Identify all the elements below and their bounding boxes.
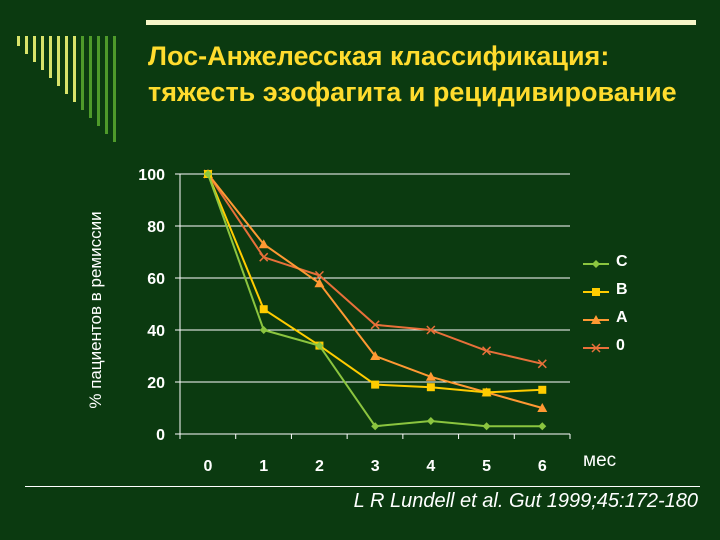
citation: L R Lundell et al. Gut 1999;45:172-180 <box>353 490 698 512</box>
legend-label: B <box>616 281 628 298</box>
x-tick-label: 2 <box>315 458 324 475</box>
comb-bar <box>17 36 20 46</box>
x-tick-label: 0 <box>204 458 213 475</box>
series-a-point <box>425 371 436 381</box>
series-b-point <box>371 380 380 389</box>
y-tick-label: 100 <box>138 167 165 184</box>
comb-bar <box>89 36 92 118</box>
series-c-point <box>259 326 268 334</box>
series-0-point <box>314 270 324 280</box>
series-c-point <box>426 417 435 425</box>
comb-bar <box>81 36 84 110</box>
bottom-divider <box>25 486 700 487</box>
series-0-point <box>426 325 436 335</box>
x-tick-label: 5 <box>482 458 491 475</box>
legend-label: A <box>616 309 628 326</box>
legend-label: C <box>616 253 628 270</box>
series-c-point <box>371 422 380 431</box>
series-0-line <box>207 173 543 365</box>
series-b-point <box>482 388 491 397</box>
x-tick-label: 1 <box>259 458 268 475</box>
x-tick-label: 4 <box>426 458 435 475</box>
comb-bar <box>97 36 100 126</box>
series-b-point <box>426 383 435 392</box>
x-tick-label: 6 <box>538 458 547 475</box>
series-a-point <box>537 403 548 412</box>
comb-bar <box>57 36 60 86</box>
legend-swatch <box>583 343 609 353</box>
comb-bar <box>65 36 68 94</box>
comb-bar <box>41 36 44 70</box>
series-c-point <box>538 422 547 431</box>
y-tick-label: 40 <box>147 323 165 340</box>
y-tick-label: 20 <box>147 375 165 392</box>
comb-bar <box>33 36 36 62</box>
legend-swatch <box>583 260 609 268</box>
series-c-point <box>482 422 491 431</box>
series-c-point <box>315 341 324 350</box>
comb-bar <box>25 36 28 54</box>
y-tick-label: 80 <box>147 219 165 236</box>
comb-bar <box>73 36 76 102</box>
slide-title: Лос-Анжелесская классификация: тяжесть э… <box>148 41 677 107</box>
x-axis-label: мес <box>583 450 617 471</box>
series-a-line <box>207 173 543 409</box>
y-tick-label: 60 <box>147 271 165 288</box>
series-a-point <box>258 239 269 249</box>
x-tick-label: 3 <box>371 458 380 475</box>
legend-swatch <box>583 315 609 324</box>
y-axis-label: % пациентов в ремиссии <box>86 211 105 409</box>
series-a-point <box>314 278 325 288</box>
series-b-point <box>538 385 547 394</box>
legend-label: 0 <box>616 337 625 354</box>
comb-bar <box>113 36 116 142</box>
series-0-point <box>537 359 547 369</box>
decorative-comb <box>17 36 127 146</box>
legend-swatch <box>583 288 609 296</box>
series-0-point <box>259 252 269 262</box>
series-b-point <box>259 305 268 314</box>
series-c-point <box>204 170 212 178</box>
series-0-point <box>482 346 492 356</box>
y-tick-label: 0 <box>156 427 165 444</box>
comb-bar <box>49 36 52 78</box>
series-a-point <box>370 351 381 360</box>
series-0-point <box>370 320 380 330</box>
top-accent-bar <box>146 20 696 25</box>
comb-bar <box>105 36 108 134</box>
